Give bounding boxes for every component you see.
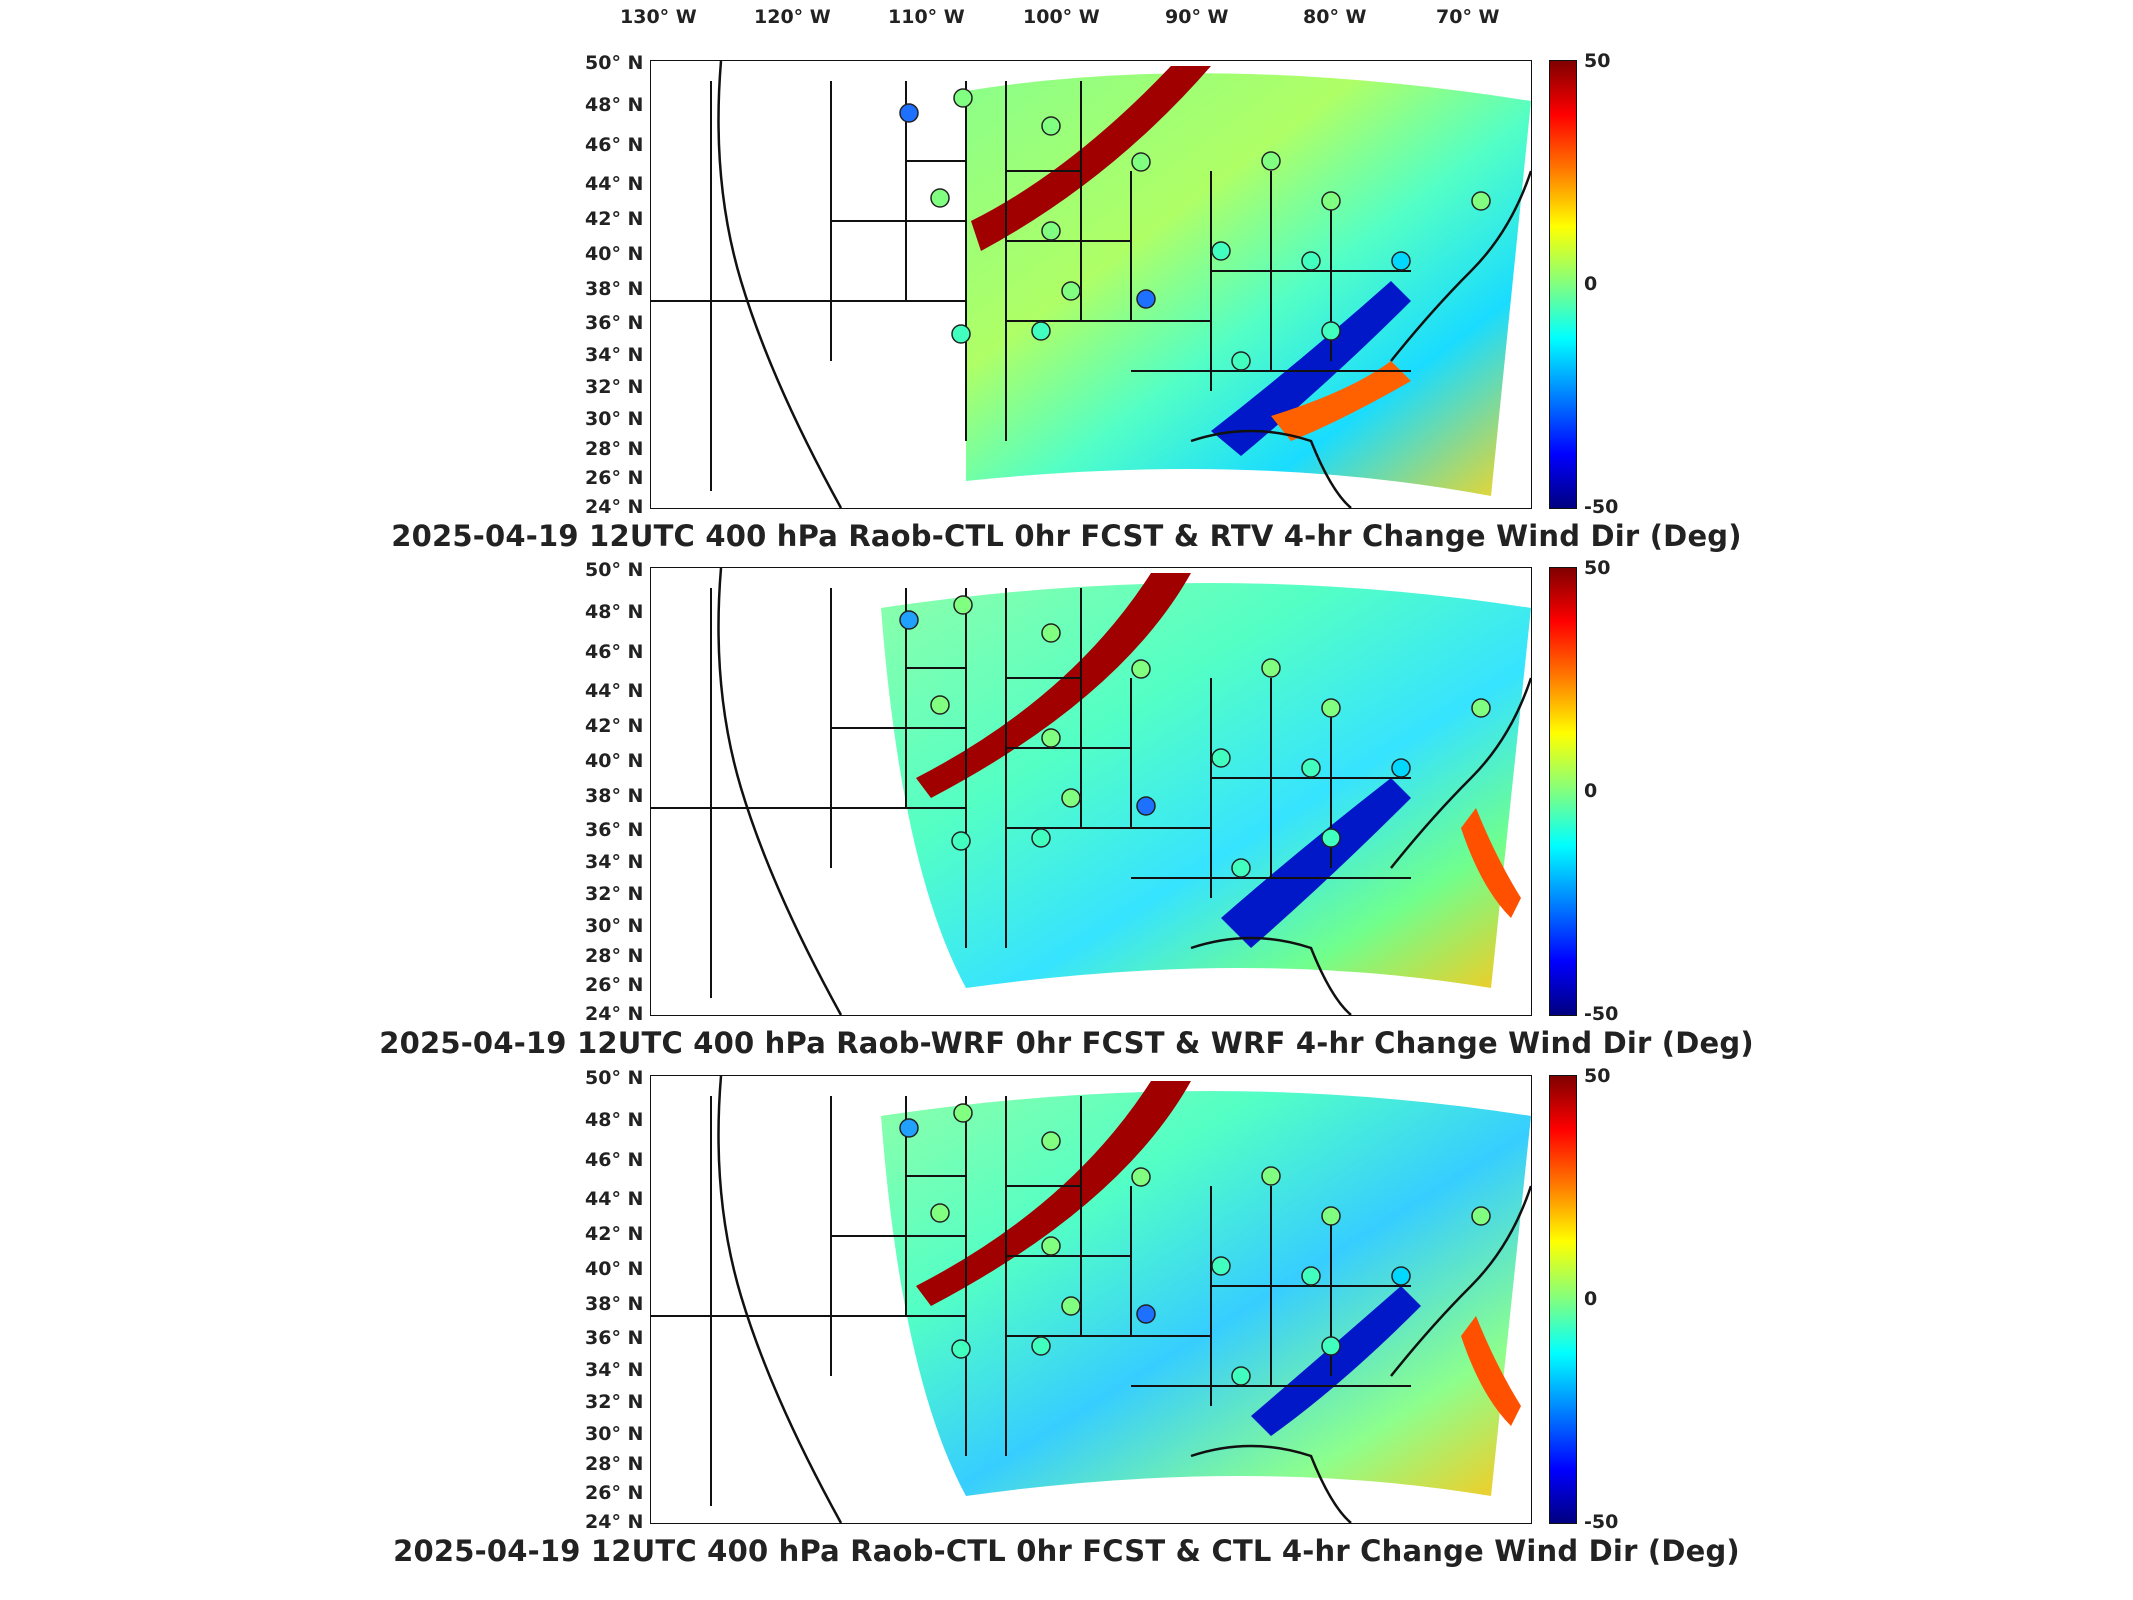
raob-stations	[899, 88, 1491, 371]
lat-label: 36° N	[585, 1327, 644, 1349]
lat-label: 50° N	[585, 52, 644, 74]
wind-band-orange	[1461, 808, 1521, 918]
lat-label: 36° N	[585, 312, 644, 334]
lat-label: 24° N	[585, 1511, 644, 1533]
lon-label: 120° W	[754, 6, 831, 28]
lat-label: 42° N	[585, 715, 644, 737]
panel-title: 2025-04-19 12UTC 400 hPa Raob-CTL 0hr FC…	[391, 519, 1742, 553]
colorbar	[1549, 60, 1577, 509]
lat-label: 42° N	[585, 208, 644, 230]
colorbar-mid: 0	[1584, 780, 1598, 802]
colorbar-min: -50	[1584, 1511, 1619, 1533]
raob-stations	[899, 595, 1491, 878]
coastline	[717, 61, 1531, 508]
lat-label: 48° N	[585, 94, 644, 116]
lat-label: 34° N	[585, 1359, 644, 1381]
lat-label: 40° N	[585, 1258, 644, 1280]
map-canvas	[651, 1076, 1531, 1523]
colorbar-mid: 0	[1584, 273, 1598, 295]
lat-label: 26° N	[585, 1482, 644, 1504]
lat-label: 30° N	[585, 1423, 644, 1445]
map-frame	[650, 1075, 1532, 1524]
lat-label: 32° N	[585, 883, 644, 905]
coastline	[717, 1076, 1531, 1523]
wind-band-blue	[1211, 281, 1411, 456]
wind-band-red	[971, 66, 1211, 251]
lon-label: 110° W	[888, 6, 965, 28]
wind-band-orange	[1461, 1316, 1521, 1426]
lat-label: 42° N	[585, 1223, 644, 1245]
colorbar-max: 50	[1584, 1065, 1611, 1087]
lat-label: 26° N	[585, 467, 644, 489]
wind-band-orange	[1271, 361, 1411, 441]
colorbar	[1549, 567, 1577, 1016]
state-borders	[651, 81, 1411, 491]
lat-label: 40° N	[585, 243, 644, 265]
lat-label: 28° N	[585, 1453, 644, 1475]
lat-label: 46° N	[585, 1149, 644, 1171]
lat-label: 26° N	[585, 974, 644, 996]
lat-label: 30° N	[585, 408, 644, 430]
colorbar-max: 50	[1584, 50, 1611, 72]
panel-title: 2025-04-19 12UTC 400 hPa Raob-WRF 0hr FC…	[379, 1026, 1754, 1060]
lat-label: 48° N	[585, 1109, 644, 1131]
lat-label: 24° N	[585, 1003, 644, 1025]
lat-label: 38° N	[585, 1293, 644, 1315]
wind-band-red	[916, 1081, 1191, 1306]
lat-label: 44° N	[585, 680, 644, 702]
lon-label: 90° W	[1165, 6, 1229, 28]
map-frame	[650, 567, 1532, 1016]
lon-label: 80° W	[1303, 6, 1367, 28]
lat-label: 46° N	[585, 641, 644, 663]
lat-label: 50° N	[585, 559, 644, 581]
lat-label: 32° N	[585, 376, 644, 398]
state-borders	[651, 1096, 1411, 1506]
colorbar-mid: 0	[1584, 1288, 1598, 1310]
lat-label: 48° N	[585, 601, 644, 623]
map-canvas	[651, 568, 1531, 1015]
lat-label: 28° N	[585, 438, 644, 460]
lat-label: 34° N	[585, 344, 644, 366]
lat-label: 32° N	[585, 1391, 644, 1413]
map-canvas	[651, 61, 1531, 508]
coastline	[717, 568, 1531, 1015]
lat-label: 36° N	[585, 819, 644, 841]
wind-band-blue	[1221, 778, 1411, 948]
lon-label: 70° W	[1436, 6, 1500, 28]
lon-label: 130° W	[620, 6, 697, 28]
lat-label: 30° N	[585, 915, 644, 937]
lat-label: 44° N	[585, 1188, 644, 1210]
lat-label: 24° N	[585, 496, 644, 518]
wind-band-red	[916, 573, 1191, 798]
raob-stations	[899, 1103, 1491, 1386]
lat-label: 38° N	[585, 278, 644, 300]
colorbar	[1549, 1075, 1577, 1524]
lat-label: 28° N	[585, 945, 644, 967]
map-frame	[650, 60, 1532, 509]
model-domain	[881, 1091, 1531, 1496]
lat-label: 46° N	[585, 134, 644, 156]
panel-title: 2025-04-19 12UTC 400 hPa Raob-CTL 0hr FC…	[393, 1534, 1740, 1568]
wind-band-blue	[1251, 1286, 1421, 1436]
colorbar-min: -50	[1584, 1003, 1619, 1025]
lat-label: 50° N	[585, 1067, 644, 1089]
colorbar-max: 50	[1584, 557, 1611, 579]
model-domain	[881, 583, 1531, 988]
state-borders	[651, 588, 1411, 998]
lat-label: 38° N	[585, 785, 644, 807]
lon-label: 100° W	[1023, 6, 1100, 28]
colorbar-min: -50	[1584, 496, 1619, 518]
lat-label: 40° N	[585, 750, 644, 772]
lat-label: 34° N	[585, 851, 644, 873]
lat-label: 44° N	[585, 173, 644, 195]
